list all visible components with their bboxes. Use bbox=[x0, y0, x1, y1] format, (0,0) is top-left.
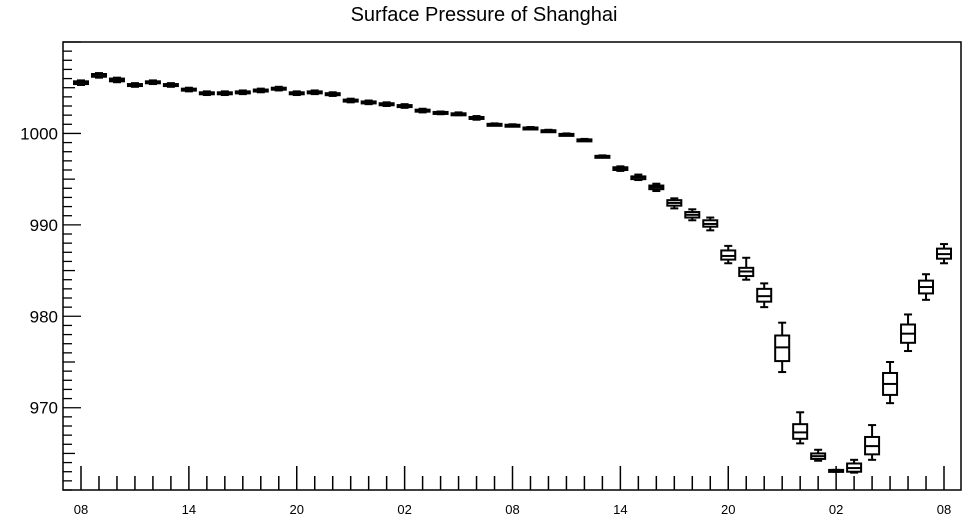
box-plot-hour-37 bbox=[738, 256, 755, 281]
box-plot-hour-35 bbox=[702, 216, 719, 232]
box-plot-hour-28 bbox=[576, 137, 593, 143]
box-plot-hour-2 bbox=[108, 76, 125, 84]
box-plot-hour-6 bbox=[180, 86, 197, 93]
box-plot-hour-43 bbox=[846, 458, 863, 474]
box-plot-hour-29 bbox=[594, 154, 611, 159]
box-plot-hour-39 bbox=[774, 321, 791, 374]
box-plot-hour-15 bbox=[342, 97, 359, 104]
y-tick-label: 990 bbox=[30, 216, 58, 235]
y-tick-label: 1000 bbox=[20, 124, 58, 143]
x-tick-label: 08 bbox=[505, 502, 519, 517]
y-axis: 970 980 990 1000 bbox=[20, 41, 81, 491]
x-tick-label: 14 bbox=[182, 502, 196, 517]
box-plot-hour-34 bbox=[684, 208, 701, 222]
box-plot-hour-27 bbox=[558, 132, 575, 137]
box-plot-hour-38 bbox=[756, 282, 773, 309]
box-plot-hour-10 bbox=[252, 87, 269, 94]
box-plot-hour-24 bbox=[504, 123, 521, 128]
box-plot-hour-40 bbox=[792, 411, 809, 445]
box-plot-hour-26 bbox=[540, 128, 557, 134]
box-plot-hour-11 bbox=[270, 85, 287, 92]
box-plot-hour-12 bbox=[288, 90, 305, 97]
x-tick-label: 02 bbox=[829, 502, 843, 517]
box-plot-hour-45 bbox=[882, 361, 899, 405]
box-plot-hour-36 bbox=[720, 244, 737, 265]
chart-title: Surface Pressure of Shanghai bbox=[350, 4, 618, 26]
x-tick-label: 14 bbox=[613, 502, 627, 517]
x-tick-label: 08 bbox=[937, 502, 951, 517]
x-tick-label: 08 bbox=[74, 502, 88, 517]
box-plot-hour-48 bbox=[936, 243, 952, 265]
x-axis: 08 14 20 02 08 14 20 02 08 bbox=[74, 466, 951, 517]
x-tick-label: 20 bbox=[290, 502, 304, 517]
box-plot-hour-9 bbox=[234, 89, 251, 96]
box-plot-hour-4 bbox=[144, 79, 161, 86]
box-plot-hour-44 bbox=[864, 424, 881, 461]
box-plot-hour-18 bbox=[396, 103, 413, 109]
y-tick-label: 980 bbox=[30, 307, 58, 326]
box-plot-hour-41 bbox=[810, 448, 827, 462]
plot-frame bbox=[62, 41, 962, 491]
box-plot-hour-0 bbox=[73, 79, 89, 86]
box-plot-hour-25 bbox=[522, 126, 539, 131]
box-plot-hour-7 bbox=[198, 90, 215, 97]
x-tick-label: 20 bbox=[721, 502, 735, 517]
box-plot-hour-46 bbox=[900, 313, 917, 353]
box-plot-hour-5 bbox=[162, 82, 179, 88]
box-plot-hour-31 bbox=[630, 173, 647, 182]
box-plot-hour-3 bbox=[126, 82, 143, 88]
y-tick-label: 970 bbox=[30, 399, 58, 418]
box-plot-hour-33 bbox=[666, 197, 683, 210]
box-plot-hour-19 bbox=[414, 107, 431, 114]
box-plot-hour-1 bbox=[90, 72, 107, 79]
box-plot-hour-32 bbox=[648, 182, 665, 193]
box-plot-hour-23 bbox=[486, 122, 503, 127]
box-plot-hour-30 bbox=[612, 165, 629, 172]
box-plot-hour-21 bbox=[450, 111, 467, 117]
box-plot-hour-14 bbox=[324, 91, 341, 97]
box-plot-hour-13 bbox=[306, 89, 323, 96]
box-plot-hour-47 bbox=[918, 273, 935, 301]
box-plot-hour-20 bbox=[432, 110, 449, 116]
x-tick-label: 02 bbox=[397, 502, 411, 517]
box-plot-hour-16 bbox=[360, 99, 377, 106]
box-plot-hour-42 bbox=[828, 468, 845, 473]
box-plot-hour-8 bbox=[216, 90, 233, 97]
box-plot-hour-22 bbox=[468, 115, 485, 121]
box-plot-hour-17 bbox=[378, 101, 395, 107]
box-series bbox=[73, 72, 952, 474]
